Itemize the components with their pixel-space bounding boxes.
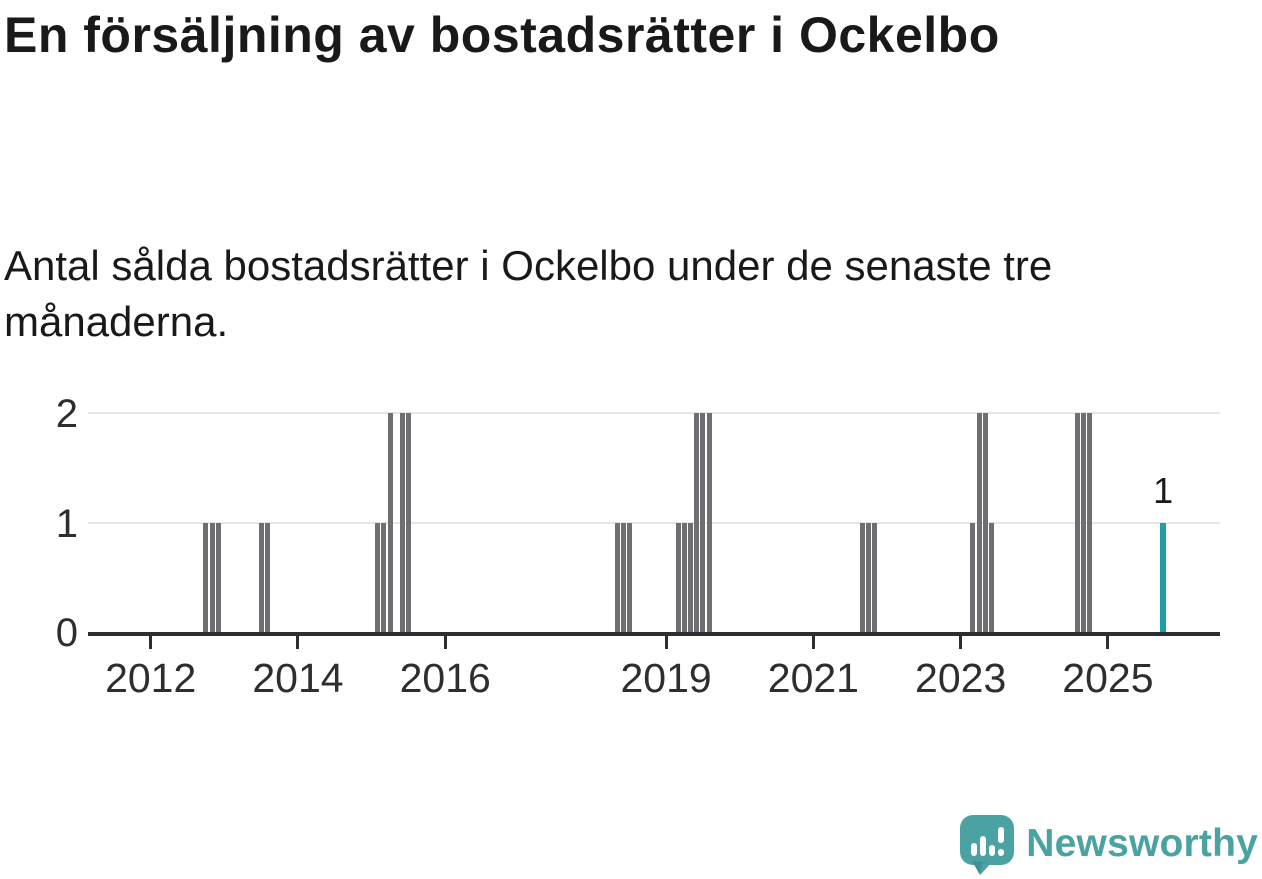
bar — [405, 413, 411, 632]
highlight-bar — [1160, 522, 1167, 632]
x-axis-tick — [1106, 635, 1110, 649]
bar — [614, 522, 620, 632]
bar — [1087, 413, 1092, 632]
x-axis-tick — [149, 635, 153, 649]
bar — [970, 522, 976, 632]
bar — [626, 522, 632, 632]
bar — [258, 522, 264, 632]
bar — [387, 413, 393, 632]
x-tick-label: 2023 — [915, 655, 1007, 701]
x-axis-tick — [296, 635, 300, 649]
bar — [982, 413, 988, 632]
x-axis-tick — [959, 635, 963, 649]
newsworthy-logo: Newsworthy — [958, 813, 1258, 875]
x-axis-tick — [664, 635, 668, 649]
bar — [209, 522, 215, 632]
x-tick-label: 2016 — [399, 655, 491, 701]
bar — [675, 522, 681, 632]
bar — [688, 522, 694, 632]
x-tick-label: 2021 — [767, 655, 859, 701]
bar — [988, 522, 994, 632]
x-tick-label: 2025 — [1062, 655, 1154, 701]
bar — [859, 522, 865, 632]
chart-title: En försäljning av bostadsrätter i Ockelb… — [4, 7, 1000, 63]
x-tick-label: 2014 — [252, 655, 344, 701]
y-tick-label: 0 — [55, 611, 78, 655]
bar — [694, 413, 700, 632]
y-gridline — [88, 521, 1220, 524]
bar — [872, 522, 878, 632]
bar — [976, 413, 982, 632]
bar — [264, 522, 270, 632]
y-tick-label: 1 — [55, 501, 78, 546]
x-axis-tick — [443, 635, 447, 649]
bar — [682, 522, 688, 632]
bar — [375, 522, 381, 632]
y-tick-label: 2 — [55, 392, 78, 436]
bar — [620, 522, 626, 632]
bar — [700, 413, 706, 632]
newsworthy-logo-text: Newsworthy — [1026, 822, 1258, 865]
chart-subtitle: Antal sålda bostadsrätter i Ockelbo unde… — [4, 242, 1053, 345]
bar-value-label: 1 — [1153, 469, 1174, 511]
bar — [215, 522, 221, 632]
x-tick-label: 2019 — [620, 655, 712, 701]
x-axis-tick — [811, 635, 815, 649]
chart-bubble-icon — [958, 813, 1016, 875]
bar — [203, 522, 209, 632]
x-axis-line — [88, 632, 1220, 636]
bar — [1080, 413, 1086, 632]
bar — [706, 413, 712, 632]
y-gridline — [88, 412, 1220, 414]
x-tick-label: 2012 — [105, 655, 197, 701]
bar — [866, 522, 872, 632]
bar — [399, 413, 405, 632]
bar — [381, 522, 387, 632]
bar — [1074, 413, 1080, 632]
